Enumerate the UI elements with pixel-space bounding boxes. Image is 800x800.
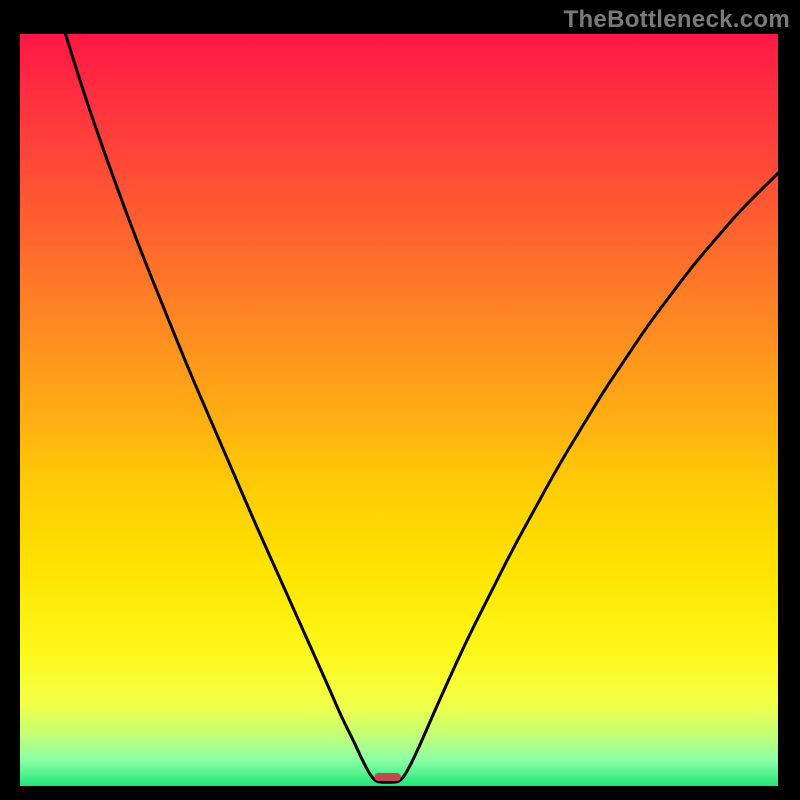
watermark-text: TheBottleneck.com bbox=[564, 6, 790, 34]
gradient-background bbox=[20, 34, 778, 786]
optimal-marker bbox=[374, 773, 401, 781]
chart-frame: TheBottleneck.com bbox=[0, 0, 800, 800]
plot-area bbox=[20, 34, 778, 786]
